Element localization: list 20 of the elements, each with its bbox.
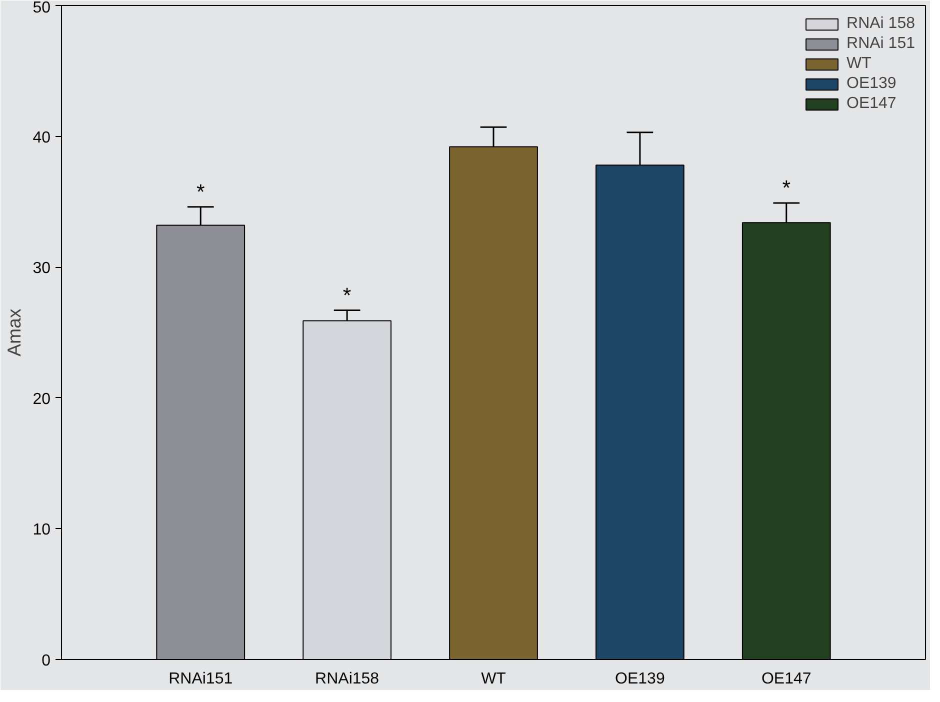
annotation: * — [196, 180, 205, 204]
legend-label: RNAi 151 — [846, 35, 915, 53]
annotation: * — [782, 176, 791, 200]
y-tick-label: 40 — [32, 129, 51, 146]
x-tick-label: WT — [481, 670, 506, 688]
x-tick-label: OE147 — [761, 670, 812, 688]
legend-label: OE139 — [846, 75, 896, 93]
x-tick-label: OE139 — [615, 670, 665, 688]
y-axis-title: Amax — [4, 308, 25, 356]
x-tick-label: RNAi158 — [315, 670, 380, 688]
x-tick-label: RNAi151 — [168, 670, 233, 688]
legend-label: OE147 — [846, 95, 896, 113]
y-tick-label: 10 — [32, 522, 51, 539]
legend-label: RNAi 158 — [846, 15, 915, 33]
y-tick-label: 20 — [32, 390, 51, 408]
y-tick-label: 0 — [42, 652, 51, 670]
y-tick-label: 50 — [32, 0, 51, 16]
y-tick-label: 30 — [32, 260, 51, 278]
legend-label: WT — [846, 55, 872, 73]
annotation: * — [342, 283, 352, 308]
